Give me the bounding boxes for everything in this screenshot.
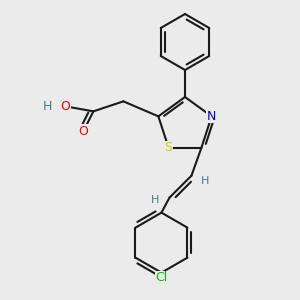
- Text: N: N: [207, 110, 216, 123]
- Text: O: O: [78, 125, 88, 138]
- Text: H: H: [151, 195, 160, 205]
- Text: S: S: [164, 141, 172, 154]
- Text: O: O: [60, 100, 70, 113]
- Text: H: H: [201, 176, 210, 186]
- Text: Cl: Cl: [155, 271, 168, 284]
- Text: H: H: [43, 100, 52, 113]
